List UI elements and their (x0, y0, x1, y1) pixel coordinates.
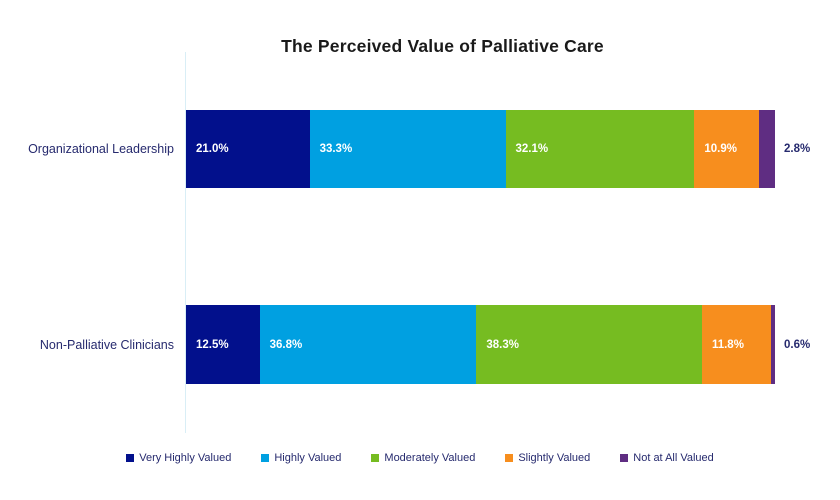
bar-segment-moderately-valued: 32.1% (505, 110, 695, 188)
legend-item-slightly-valued: Slightly Valued (505, 452, 590, 464)
legend-item-not-at-all-valued: Not at All Valued (620, 452, 714, 464)
legend-label: Very Highly Valued (139, 452, 232, 464)
value-label: 12.5% (196, 338, 229, 351)
chart-row-non-palliative-clinicians: Non-Palliative Clinicians 12.5% 36.8% 38.3%… (0, 305, 840, 384)
bar-segment-highly-valued: 33.3% (309, 110, 506, 188)
bar-segment-slightly-valued: 11.8% (701, 305, 772, 384)
bar-segment-not-at-all-valued (758, 110, 775, 188)
value-label: 32.1% (515, 143, 549, 155)
chart-title: The Perceived Value of Palliative Care (281, 36, 604, 56)
value-label: 36.8% (269, 338, 303, 351)
legend-label: Slightly Valued (518, 452, 591, 464)
legend-marker-highly-valued (261, 454, 270, 462)
value-label: 11.8% (711, 338, 744, 351)
legend-item-moderately-valued: Moderately Valued (371, 452, 475, 464)
bar-segment-slightly-valued: 10.9% (694, 110, 759, 188)
legend-label: Highly Valued (274, 452, 342, 464)
value-label-outside: 2.8% (784, 143, 811, 155)
stacked-bar: 12.5% 36.8% 38.3% 11.8% (186, 305, 775, 384)
legend-label: Not at All Valued (633, 452, 714, 464)
bar-segment-very-highly-valued: 21.0% (186, 110, 310, 188)
bar-segment-moderately-valued: 38.3% (476, 305, 702, 384)
value-label: 21.0% (196, 143, 229, 155)
y-axis-line (185, 52, 186, 433)
category-label: Organizational Leadership (28, 142, 174, 156)
value-label: 10.9% (704, 143, 737, 155)
bar-segment-very-highly-valued: 12.5% (186, 305, 260, 384)
bar-segment-not-at-all-valued (771, 305, 775, 384)
legend-marker-very-highly-valued (126, 454, 135, 462)
legend-label: Moderately Valued (384, 452, 476, 464)
chart-row-organizational-leadership: Organizational Leadership 21.0% 33.3% 32.1%… (0, 110, 840, 188)
value-label-outside: 0.6% (784, 338, 811, 351)
category-label: Non-Palliative Clinicians (39, 337, 174, 352)
stacked-bar: 21.0% 33.3% 32.1% 10.9% (186, 110, 775, 188)
value-label: 38.3% (486, 338, 519, 351)
legend-item-highly-valued: Highly Valued (261, 452, 341, 464)
legend-marker-moderately-valued (371, 454, 380, 462)
bar-segment-highly-valued: 36.8% (259, 305, 477, 384)
legend-marker-slightly-valued (505, 454, 514, 462)
legend-item-very-highly-valued: Very Highly Valued (126, 452, 231, 464)
value-label: 33.3% (319, 143, 353, 155)
legend-marker-not-at-all-valued (620, 454, 629, 462)
legend: Very Highly Valued Highly Valued Moderatel… (0, 452, 840, 464)
